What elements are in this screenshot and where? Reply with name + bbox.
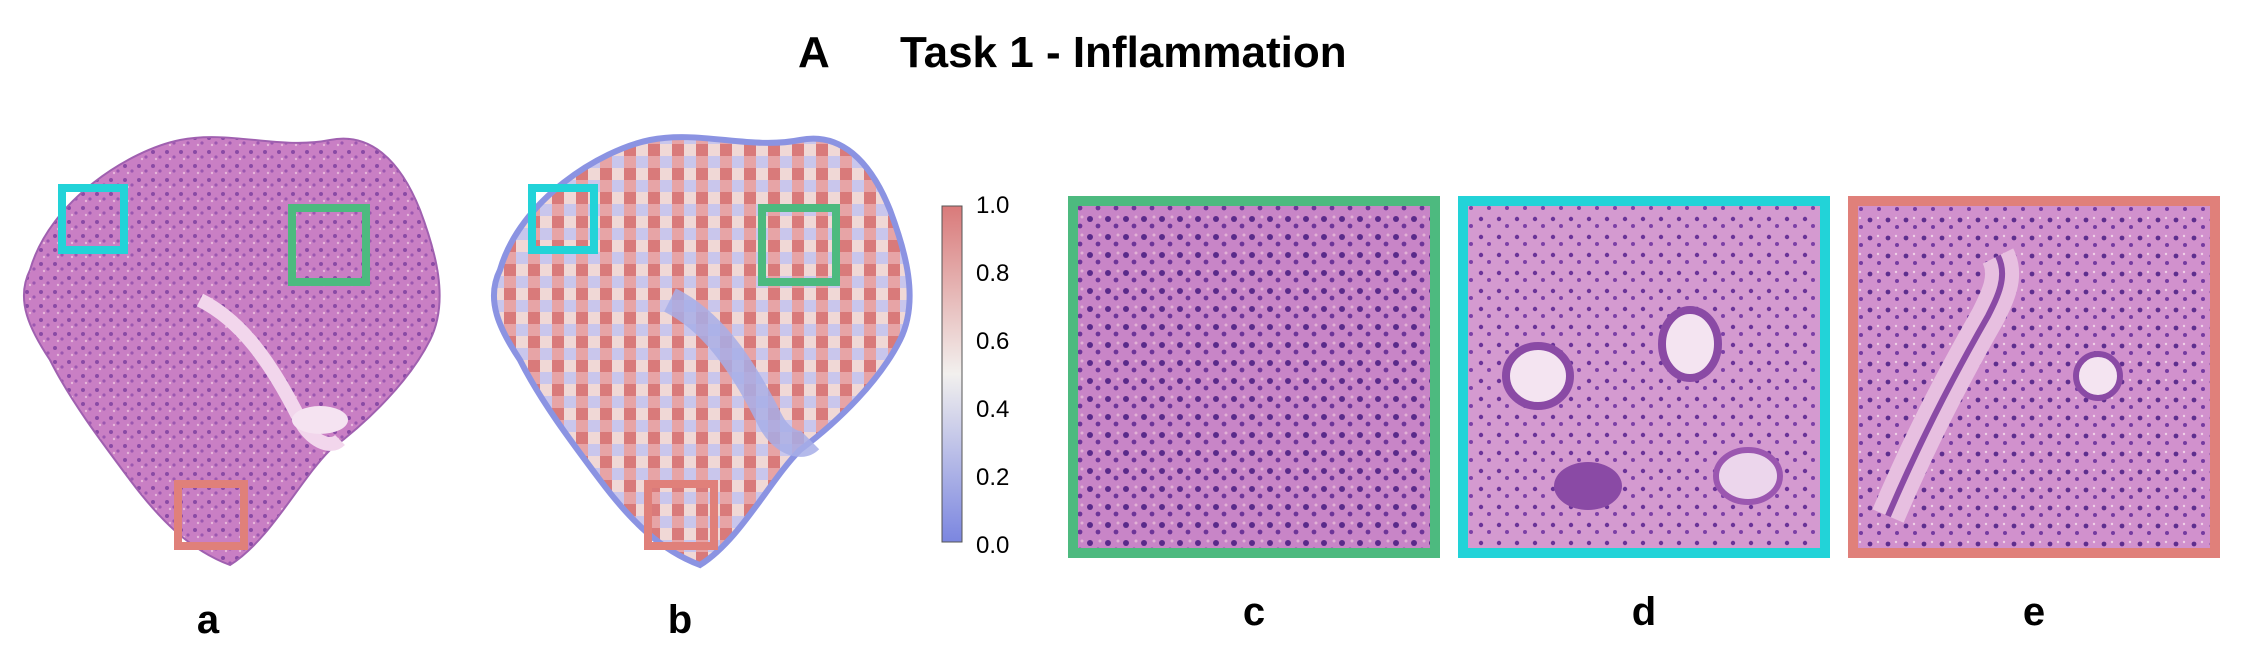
colorbar: 1.0 0.8 0.6 0.4 0.2 0.0: [940, 192, 1040, 559]
figure-header: A Task 1 - Inflammation: [0, 28, 2264, 88]
colorbar-tick: 0.4: [976, 396, 1010, 423]
roi-salmon-box: [174, 480, 248, 550]
panel-e-label: e: [2022, 590, 2046, 634]
colorbar-tick: 0.0: [976, 532, 1010, 559]
panel-d-zoom-tile: [1458, 196, 1830, 558]
roi-cyan-box: [528, 184, 598, 254]
figure-title: Task 1 - Inflammation: [900, 28, 1347, 77]
colorbar-tick: 0.2: [976, 464, 1010, 491]
panel-c-label: c: [1242, 590, 1266, 634]
panel-letter: A: [798, 28, 830, 77]
panel-a-label: a: [196, 598, 220, 642]
heatmap-outline: [490, 134, 913, 569]
colorbar-tick: 0.6: [976, 328, 1010, 355]
panel-b-heatmap: [490, 134, 913, 569]
roi-green-box: [288, 204, 370, 286]
roi-salmon-box: [644, 480, 718, 550]
colorbar-tick: 0.8: [976, 260, 1010, 287]
panel-b-label: b: [667, 598, 693, 642]
colorbar-gradient: [941, 205, 963, 543]
roi-cyan-box: [58, 184, 128, 254]
panel-a-he-slide: [22, 136, 441, 567]
panel-d-label: d: [1631, 590, 1657, 634]
roi-green-box: [758, 204, 840, 286]
panel-e-zoom-tile: [1848, 196, 2220, 558]
tissue-outline: [22, 136, 441, 567]
colorbar-tick: 1.0: [976, 192, 1010, 219]
panel-c-zoom-tile: [1068, 196, 1440, 558]
